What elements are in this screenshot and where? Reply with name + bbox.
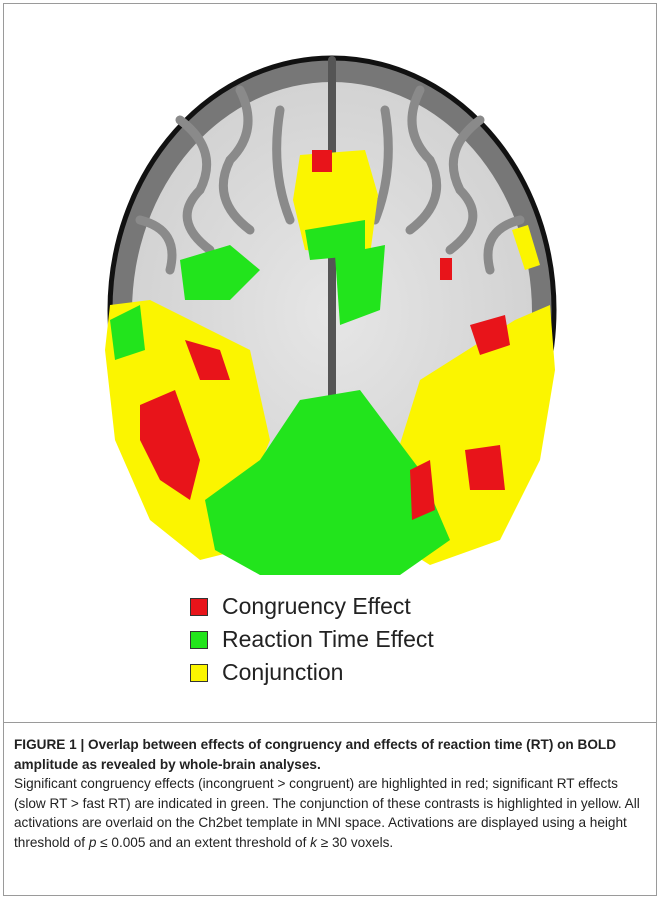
legend-swatch — [190, 598, 208, 616]
congruency-blob — [312, 150, 332, 172]
legend: Congruency Effect Reaction Time Effect Con… — [190, 590, 434, 689]
caption-title: FIGURE 1 | Overlap between effects of co… — [14, 735, 646, 774]
legend-item: Reaction Time Effect — [190, 623, 434, 656]
legend-item: Congruency Effect — [190, 590, 434, 623]
legend-swatch — [190, 664, 208, 682]
brain-image — [0, 20, 662, 580]
caption-symbol: k — [310, 835, 317, 850]
congruency-blob — [465, 445, 505, 490]
congruency-blob — [440, 258, 452, 280]
caption-body: ≤ 0.005 and an extent threshold of — [96, 835, 310, 850]
legend-label: Congruency Effect — [222, 593, 411, 620]
legend-item: Conjunction — [190, 656, 434, 689]
caption-body: ≥ 30 voxels. — [317, 835, 393, 850]
legend-label: Conjunction — [222, 659, 343, 686]
legend-label: Reaction Time Effect — [222, 626, 434, 653]
caption-rule — [3, 722, 657, 723]
caption: FIGURE 1 | Overlap between effects of co… — [14, 735, 646, 852]
legend-swatch — [190, 631, 208, 649]
